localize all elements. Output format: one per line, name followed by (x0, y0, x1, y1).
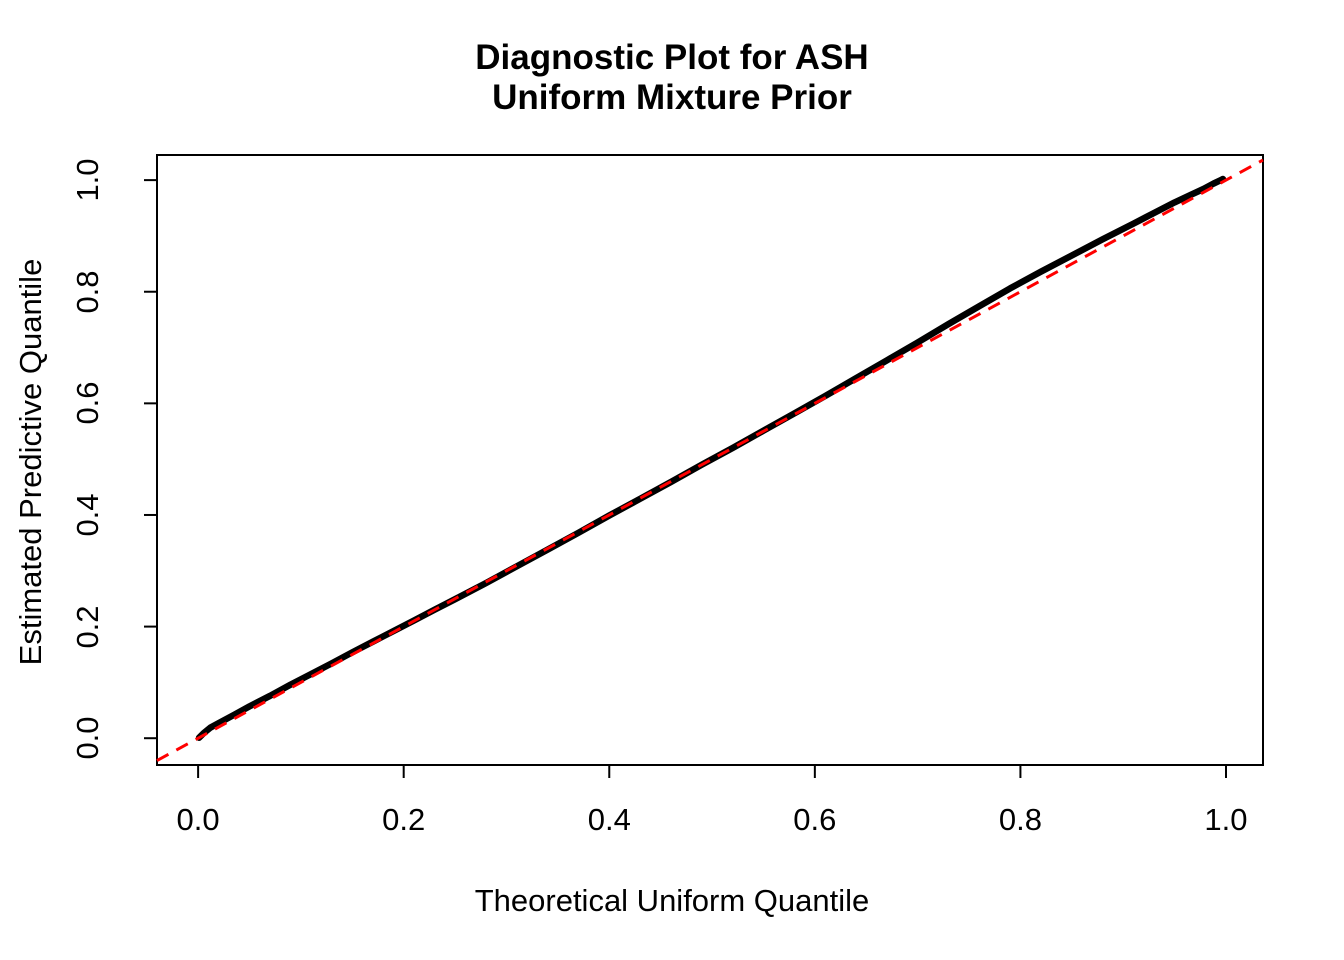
y-tick-label: 0.8 (70, 270, 105, 314)
x-axis-label: Theoretical Uniform Quantile (474, 883, 870, 918)
x-tick-label: 0.0 (176, 802, 220, 837)
y-tick-label: 1.0 (70, 158, 105, 202)
x-tick-label: 0.2 (382, 802, 426, 837)
x-tick-label: 1.0 (1204, 802, 1248, 837)
y-tick-label: 0.4 (70, 493, 105, 537)
y-tick-label: 0.6 (70, 381, 105, 425)
chart-title-line2: Uniform Mixture Prior (492, 78, 852, 117)
chart-title-line1: Diagnostic Plot for ASH (475, 38, 869, 77)
y-tick-label: 0.2 (70, 605, 105, 649)
x-tick-label: 0.6 (793, 802, 837, 837)
reference-line-y-equals-x (156, 158, 1264, 762)
x-tick-label: 0.4 (587, 802, 631, 837)
y-axis-label: Estimated Predictive Quantile (13, 258, 48, 666)
plot-box (156, 154, 1264, 766)
x-tick-label: 0.8 (998, 802, 1042, 837)
y-tick-label: 0.0 (70, 716, 105, 760)
chart-title: Diagnostic Plot for ASH Uniform Mixture … (0, 38, 1344, 118)
